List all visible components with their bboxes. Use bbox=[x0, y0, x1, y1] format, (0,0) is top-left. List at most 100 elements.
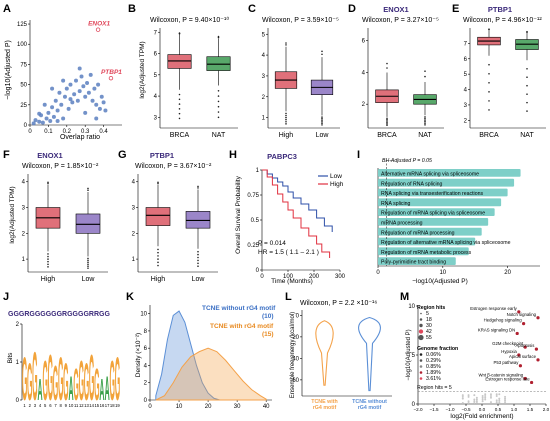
panel-i-threshold-label: BH-Adjusted P = 0.05 bbox=[382, 158, 432, 164]
legend-region-value: 18 bbox=[426, 317, 432, 323]
scatter-point bbox=[66, 106, 71, 111]
background-point bbox=[481, 400, 484, 403]
box-outlier bbox=[157, 255, 159, 257]
scatter-point bbox=[68, 82, 73, 87]
y-tick-label: 7 bbox=[464, 41, 468, 47]
panel-h-gene: PABPC3 bbox=[267, 152, 297, 161]
background-point bbox=[473, 394, 476, 397]
box-outlier bbox=[87, 259, 89, 262]
scatter-point bbox=[55, 118, 60, 123]
logo-letter: G bbox=[32, 340, 37, 416]
scatter-point bbox=[37, 111, 42, 116]
enrichment-bar-label: RNA splicing via transesterification rea… bbox=[381, 191, 483, 197]
panel-m-label: M bbox=[400, 291, 409, 303]
background-point bbox=[473, 400, 476, 403]
box-outlier bbox=[321, 50, 323, 53]
logo-letter: A bbox=[38, 372, 43, 406]
panel-h-label: H bbox=[229, 149, 237, 161]
violin-shape bbox=[358, 316, 381, 392]
panel-l: L Wilcoxon, P = 2.2 ×10⁻¹⁶ Ensemble free… bbox=[285, 291, 392, 411]
box-outlier bbox=[47, 253, 49, 255]
y-tick-label: 4 bbox=[22, 180, 26, 186]
y-tick-label: 10 bbox=[408, 304, 415, 310]
box-outlier bbox=[488, 72, 490, 75]
legend-genome-dot bbox=[419, 359, 423, 362]
panel-a-label: A bbox=[3, 3, 11, 15]
box-outlier bbox=[47, 260, 49, 263]
scatter-point bbox=[51, 114, 56, 119]
enriched-point bbox=[536, 358, 540, 362]
scatter-point bbox=[97, 106, 102, 111]
legend-genome-dot bbox=[419, 377, 423, 380]
scatter-point bbox=[57, 90, 62, 95]
legend-genome-value: 1.89% bbox=[426, 370, 441, 376]
y-tick-label: 8 bbox=[144, 329, 148, 335]
box-outlier bbox=[424, 122, 426, 125]
box-outlier bbox=[526, 110, 528, 112]
panel-a-ptbp1-label: PTBP1 bbox=[101, 69, 122, 76]
scatter-point bbox=[79, 74, 84, 79]
background-point bbox=[467, 394, 470, 397]
logo-letter: G bbox=[42, 348, 47, 413]
density-area bbox=[155, 310, 220, 401]
scatter-point bbox=[74, 78, 78, 83]
box-outlier bbox=[217, 35, 220, 38]
x-tick-label: NAT bbox=[520, 132, 534, 139]
x-tick-label: Low bbox=[192, 276, 206, 283]
background-point bbox=[481, 398, 484, 401]
enriched-point bbox=[523, 376, 527, 381]
x-tick-label: BRCA bbox=[479, 132, 499, 139]
box-outlier bbox=[87, 187, 89, 190]
panel-b-ylabel: log2(Adjusted TPM) bbox=[139, 41, 146, 98]
scatter-point bbox=[64, 86, 69, 91]
box-outlier bbox=[321, 122, 323, 125]
box-outlier bbox=[321, 124, 323, 126]
enrichment-bar-label: RNA splicing bbox=[381, 201, 411, 207]
box-outlier bbox=[217, 89, 220, 92]
logo-letter: G bbox=[94, 358, 99, 410]
y-tick-label: 1 bbox=[256, 168, 260, 174]
panel-m-xlabel: log2(Fold enrichment) bbox=[450, 413, 513, 420]
background-point bbox=[504, 397, 507, 400]
y-tick-label: 0.75 bbox=[247, 193, 259, 199]
box-outlier bbox=[526, 101, 528, 104]
panel-h-hr: HR = 1.5 ( 1.1 – 2.1 ) bbox=[258, 249, 319, 256]
box-outlier bbox=[178, 117, 181, 120]
enrichment-bar bbox=[378, 198, 502, 207]
box-outlier bbox=[47, 263, 49, 266]
background-point bbox=[484, 396, 487, 399]
box-outlier bbox=[488, 91, 490, 93]
background-point bbox=[484, 394, 487, 397]
logo-letter: G bbox=[27, 354, 32, 413]
legend-region-dot bbox=[419, 323, 423, 328]
x-tick-label: TCNE without bbox=[352, 399, 387, 405]
enrichment-bar bbox=[378, 237, 476, 246]
panel-g-gene: PTBP1 bbox=[150, 151, 174, 160]
point-annotation: Notch signaling bbox=[507, 312, 537, 317]
logo-letter: A bbox=[105, 371, 110, 408]
y-tick-label: 1 bbox=[132, 257, 136, 263]
box-outlier bbox=[217, 95, 220, 97]
panel-k-series-2-name: TCNE with rG4 motif bbox=[210, 323, 274, 330]
violin-shape bbox=[315, 320, 334, 386]
highlight-point bbox=[108, 75, 114, 81]
box-outlier bbox=[424, 70, 426, 72]
y-tick-label: 0.5 bbox=[251, 218, 260, 224]
panel-c: C Wilcoxon, P = 3.59×10⁻⁵ 1 2 3 4 5 High Low bbox=[248, 3, 340, 139]
panel-j-sequence: GGGRGGGGGGRGGGGRRGG bbox=[8, 311, 110, 318]
panel-m-legend-region-title: Region hits bbox=[417, 305, 445, 311]
box-outlier bbox=[157, 248, 159, 251]
highlight-point bbox=[95, 27, 101, 32]
box-outlier bbox=[157, 264, 159, 267]
x-tick-label: 1.0 bbox=[511, 407, 518, 412]
x-tick-label: −2.0 bbox=[413, 407, 423, 412]
box-outlier bbox=[217, 100, 220, 103]
scatter-point bbox=[42, 102, 47, 107]
enriched-point bbox=[515, 331, 519, 336]
panel-g-stat: Wilcoxon, P = 3.67×10⁻² bbox=[135, 163, 212, 170]
panel-f-gene: ENOX1 bbox=[37, 151, 62, 160]
panel-k: K Density (×10⁻²) 0 2 4 6 8 10 0 10 20 30 40 TCNE … bbox=[126, 291, 276, 410]
background-point bbox=[504, 401, 507, 404]
box-outlier bbox=[87, 257, 89, 260]
